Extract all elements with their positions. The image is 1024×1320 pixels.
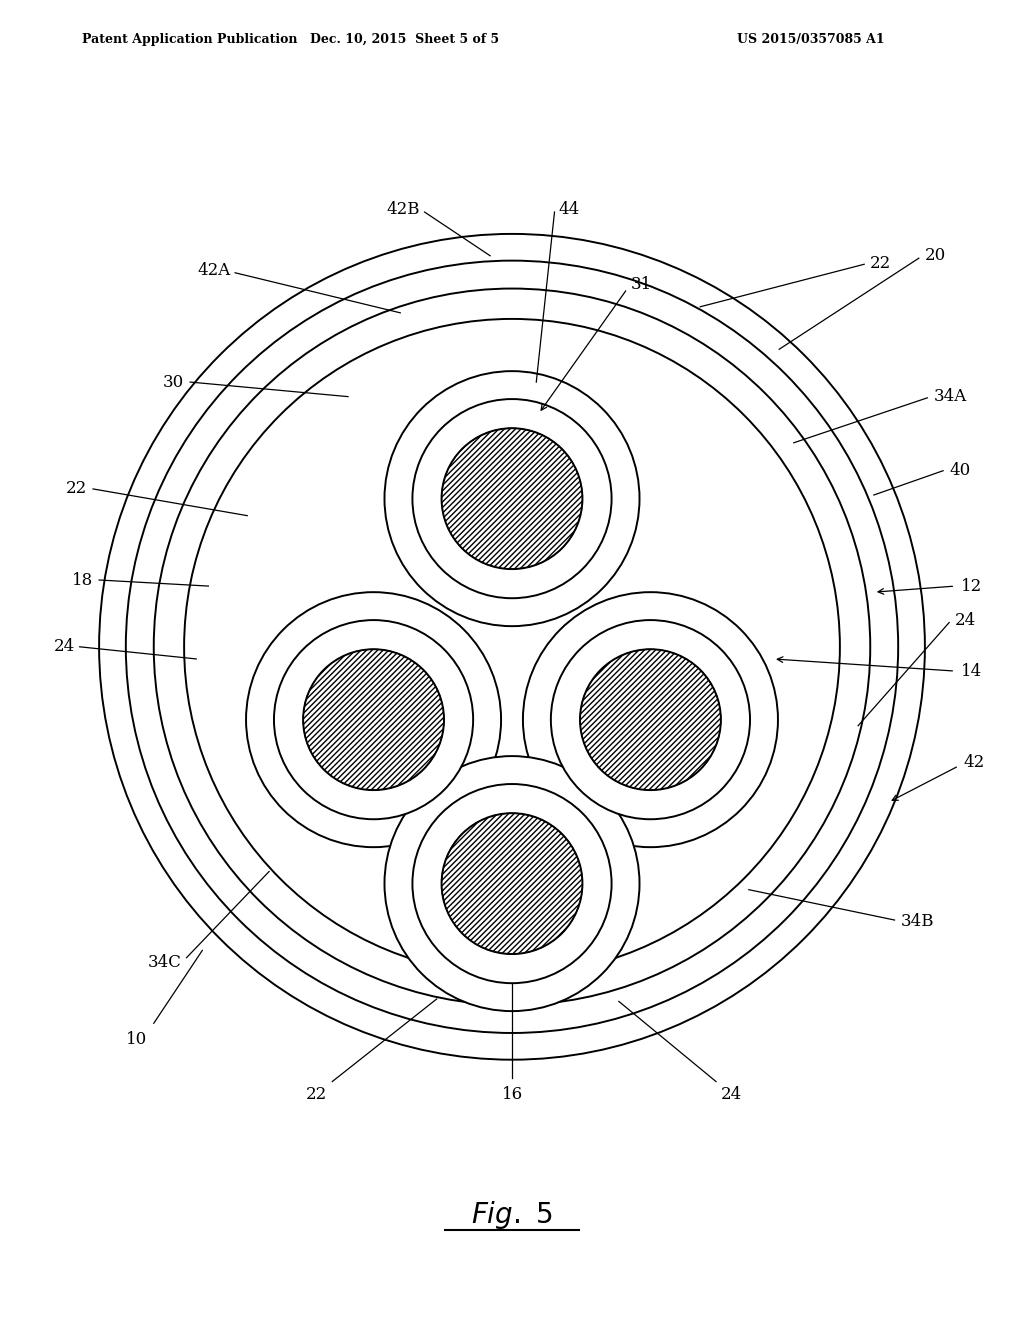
Text: 24: 24 bbox=[53, 639, 75, 655]
Text: 10: 10 bbox=[126, 1031, 147, 1048]
Text: 22: 22 bbox=[870, 255, 892, 272]
Text: 42A: 42A bbox=[197, 261, 230, 279]
Text: 34A: 34A bbox=[934, 388, 967, 405]
Circle shape bbox=[384, 371, 640, 626]
Circle shape bbox=[441, 813, 583, 954]
Text: 40: 40 bbox=[949, 462, 971, 479]
Circle shape bbox=[413, 399, 611, 598]
Text: 30: 30 bbox=[163, 374, 184, 391]
Text: 42: 42 bbox=[964, 754, 985, 771]
Text: US 2015/0357085 A1: US 2015/0357085 A1 bbox=[737, 33, 885, 46]
Text: 22: 22 bbox=[306, 1086, 328, 1104]
Text: 12: 12 bbox=[962, 578, 983, 594]
Text: 42B: 42B bbox=[386, 201, 420, 218]
Text: 31: 31 bbox=[631, 276, 652, 293]
Circle shape bbox=[246, 593, 501, 847]
Circle shape bbox=[413, 784, 611, 983]
Text: 20: 20 bbox=[925, 247, 946, 264]
Circle shape bbox=[274, 620, 473, 820]
Text: Patent Application Publication: Patent Application Publication bbox=[82, 33, 297, 46]
Circle shape bbox=[580, 649, 721, 791]
Text: 24: 24 bbox=[721, 1086, 742, 1104]
Circle shape bbox=[523, 593, 778, 847]
Circle shape bbox=[441, 428, 583, 569]
Circle shape bbox=[384, 756, 640, 1011]
Text: 34C: 34C bbox=[147, 954, 181, 972]
Text: 24: 24 bbox=[955, 611, 977, 628]
Circle shape bbox=[551, 620, 750, 820]
Text: 34B: 34B bbox=[901, 912, 934, 929]
Text: 18: 18 bbox=[72, 572, 93, 589]
Text: 16: 16 bbox=[502, 1086, 522, 1104]
Text: Dec. 10, 2015  Sheet 5 of 5: Dec. 10, 2015 Sheet 5 of 5 bbox=[310, 33, 499, 46]
Circle shape bbox=[303, 649, 444, 791]
Text: $\it{Fig.\ 5}$: $\it{Fig.\ 5}$ bbox=[471, 1200, 553, 1232]
Text: 14: 14 bbox=[962, 663, 983, 680]
Text: 44: 44 bbox=[558, 201, 580, 218]
Text: 22: 22 bbox=[66, 480, 87, 498]
